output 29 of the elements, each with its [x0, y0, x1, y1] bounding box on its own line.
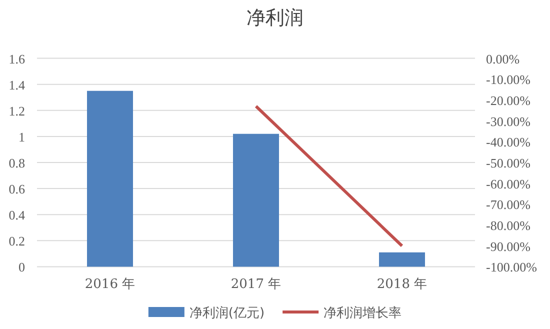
y-tick-label: 0 — [18, 260, 25, 275]
y2-tick-label: -10.00% — [486, 72, 531, 88]
x-tick-label: 2017 年 — [230, 277, 282, 292]
y2-tick-label: -50.00% — [486, 156, 531, 170]
y-tick-label: 1.4 — [8, 77, 26, 92]
y-tick-label: 1.6 — [8, 51, 26, 66]
y2-tick-label: -20.00% — [486, 92, 531, 108]
bar — [233, 134, 279, 267]
x-tick-label: 2016 年 — [84, 277, 136, 292]
bar — [87, 90, 133, 267]
y2-tick-label: -100.00% — [486, 260, 538, 275]
bar — [379, 252, 425, 267]
y-tick-label: 0.6 — [8, 182, 26, 197]
y2-tick-label: 0.00% — [486, 51, 520, 66]
y-tick-label: 0.2 — [8, 234, 25, 249]
y2-tick-label: -90.00% — [486, 238, 531, 254]
x-tick-label: 2018 年 — [376, 277, 428, 292]
y2-tick-label: -80.00% — [486, 218, 531, 234]
y-tick-label: 1.2 — [8, 103, 25, 118]
y-tick-label: 0.8 — [8, 156, 25, 170]
chart-title: 净利润 — [246, 7, 304, 29]
y2-tick-label: -40.00% — [486, 134, 531, 150]
y2-tick-label: -30.00% — [486, 114, 531, 129]
y-tick-label: 1 — [18, 129, 25, 144]
legend-label: 净利润增长率 — [324, 305, 402, 321]
legend-label: 净利润(亿元) — [189, 306, 265, 321]
y2-tick-label: -60.00% — [486, 176, 531, 192]
y2-tick-label: -70.00% — [486, 197, 531, 212]
y-tick-label: 0.4 — [8, 208, 26, 223]
